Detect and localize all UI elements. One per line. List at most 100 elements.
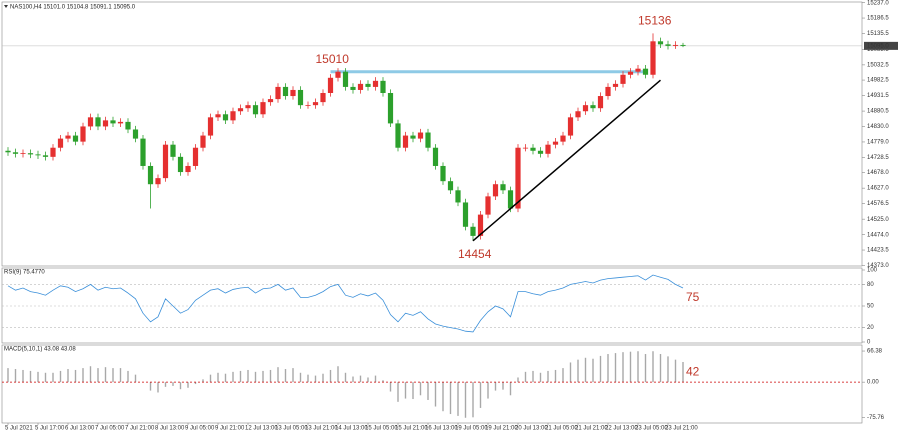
y-tick-label: 14373.0 — [867, 263, 889, 269]
histogram-bar — [674, 359, 677, 383]
histogram-bar — [592, 358, 594, 383]
histogram-bar — [164, 382, 167, 387]
histogram-bar — [149, 382, 152, 391]
candle-body — [260, 102, 266, 115]
candle-body — [657, 41, 664, 45]
histogram-bar — [119, 368, 122, 383]
candle-body — [485, 196, 491, 215]
histogram-bar — [217, 372, 219, 383]
candle-body — [230, 111, 236, 121]
candle-body — [12, 152, 19, 154]
histogram-bar — [37, 371, 39, 383]
candle-body — [342, 71, 349, 87]
histogram-bar — [209, 374, 212, 383]
menu-arrow — [4, 5, 8, 8]
candle-body — [305, 105, 311, 106]
histogram-bar — [254, 371, 257, 383]
histogram-bar — [569, 362, 572, 383]
histogram-bar — [547, 370, 549, 383]
candle-body — [522, 147, 529, 149]
macd-panel — [1, 344, 863, 424]
histogram-bar — [682, 362, 684, 383]
candle-body — [290, 89, 296, 97]
candle-body — [327, 77, 334, 93]
candle-body — [455, 190, 461, 203]
y-tick-label: 14423.5 — [867, 248, 889, 254]
histogram-bar — [614, 353, 617, 383]
candle-body — [672, 44, 679, 46]
histogram-bar — [187, 382, 189, 388]
candle-body — [530, 147, 536, 151]
candle-body — [252, 105, 259, 115]
x-tick-label: 6 Jul 13:00 — [65, 426, 95, 432]
candle-body — [215, 114, 221, 118]
histogram-bar — [419, 382, 422, 396]
histogram-bar — [434, 382, 437, 407]
histogram-bar — [97, 368, 99, 383]
histogram-bar — [667, 356, 669, 383]
candle-body — [380, 80, 386, 93]
candle-body — [50, 147, 56, 157]
candle-body — [117, 121, 124, 124]
y-tick-label: 0.00 — [867, 380, 879, 386]
candle-body — [57, 138, 64, 148]
histogram-bar — [22, 369, 24, 383]
histogram-bar — [524, 371, 527, 383]
candle-body — [545, 144, 551, 154]
x-tick-label: 16 Jul 13:00 — [425, 426, 458, 432]
y-tick-label: -75.76 — [867, 415, 885, 421]
histogram-bar — [562, 368, 564, 383]
last-price-label: 15095.0 — [867, 43, 889, 49]
histogram-bar — [412, 382, 414, 400]
rsi-title: RSI(9) 75.4770 — [4, 270, 45, 276]
histogram-bar — [532, 370, 534, 383]
histogram-bar — [494, 382, 497, 391]
candle-body — [237, 108, 244, 112]
histogram-bar — [7, 368, 9, 383]
histogram-bar — [359, 375, 362, 383]
histogram-bar — [427, 382, 429, 400]
histogram-bar — [89, 366, 92, 383]
histogram-bar — [239, 370, 242, 383]
x-tick-label: 21 Jul 21:00 — [575, 426, 608, 432]
histogram-bar — [389, 382, 392, 392]
candle-body — [170, 144, 176, 157]
histogram-bar — [247, 369, 249, 383]
candle-body — [387, 92, 394, 124]
histogram-bar — [224, 373, 227, 383]
candle-body — [357, 83, 364, 90]
x-tick-label: 23 Jul 21:00 — [665, 426, 698, 432]
y-tick-label: 15032.5 — [867, 62, 889, 68]
histogram-bar — [487, 382, 489, 399]
main-panel — [1, 1, 863, 267]
y-tick-label: 14931.5 — [867, 93, 889, 99]
x-tick-label: 7 Jul 21:00 — [125, 426, 155, 432]
y-tick-label: 14982.5 — [867, 78, 889, 84]
histogram-bar — [622, 352, 624, 383]
histogram-bar — [329, 369, 332, 383]
histogram-bar — [659, 354, 662, 383]
histogram-bar — [179, 382, 182, 390]
candle-body — [335, 71, 341, 78]
histogram-bar — [479, 382, 482, 408]
candle-body — [665, 44, 671, 46]
candle-body — [207, 117, 214, 136]
histogram-bar — [644, 354, 647, 383]
candle-body — [432, 147, 439, 166]
rsi-line — [7, 274, 684, 333]
candle-body — [95, 117, 101, 127]
candle-body — [417, 132, 424, 139]
candle-body — [582, 105, 589, 112]
candle-body — [627, 71, 634, 75]
candle-body — [410, 135, 416, 139]
x-tick-label: 15 Jul 21:00 — [395, 426, 428, 432]
histogram-bar — [374, 375, 377, 383]
histogram-bar — [629, 351, 632, 383]
x-tick-label: 5 Jul 17:00 — [35, 426, 65, 432]
last-price-box — [864, 41, 898, 50]
x-tick-label: 13 Jul 21:00 — [305, 426, 338, 432]
histogram-bar — [637, 351, 639, 383]
histogram-bar — [607, 354, 609, 383]
y-tick-label: 14576.5 — [867, 201, 889, 207]
